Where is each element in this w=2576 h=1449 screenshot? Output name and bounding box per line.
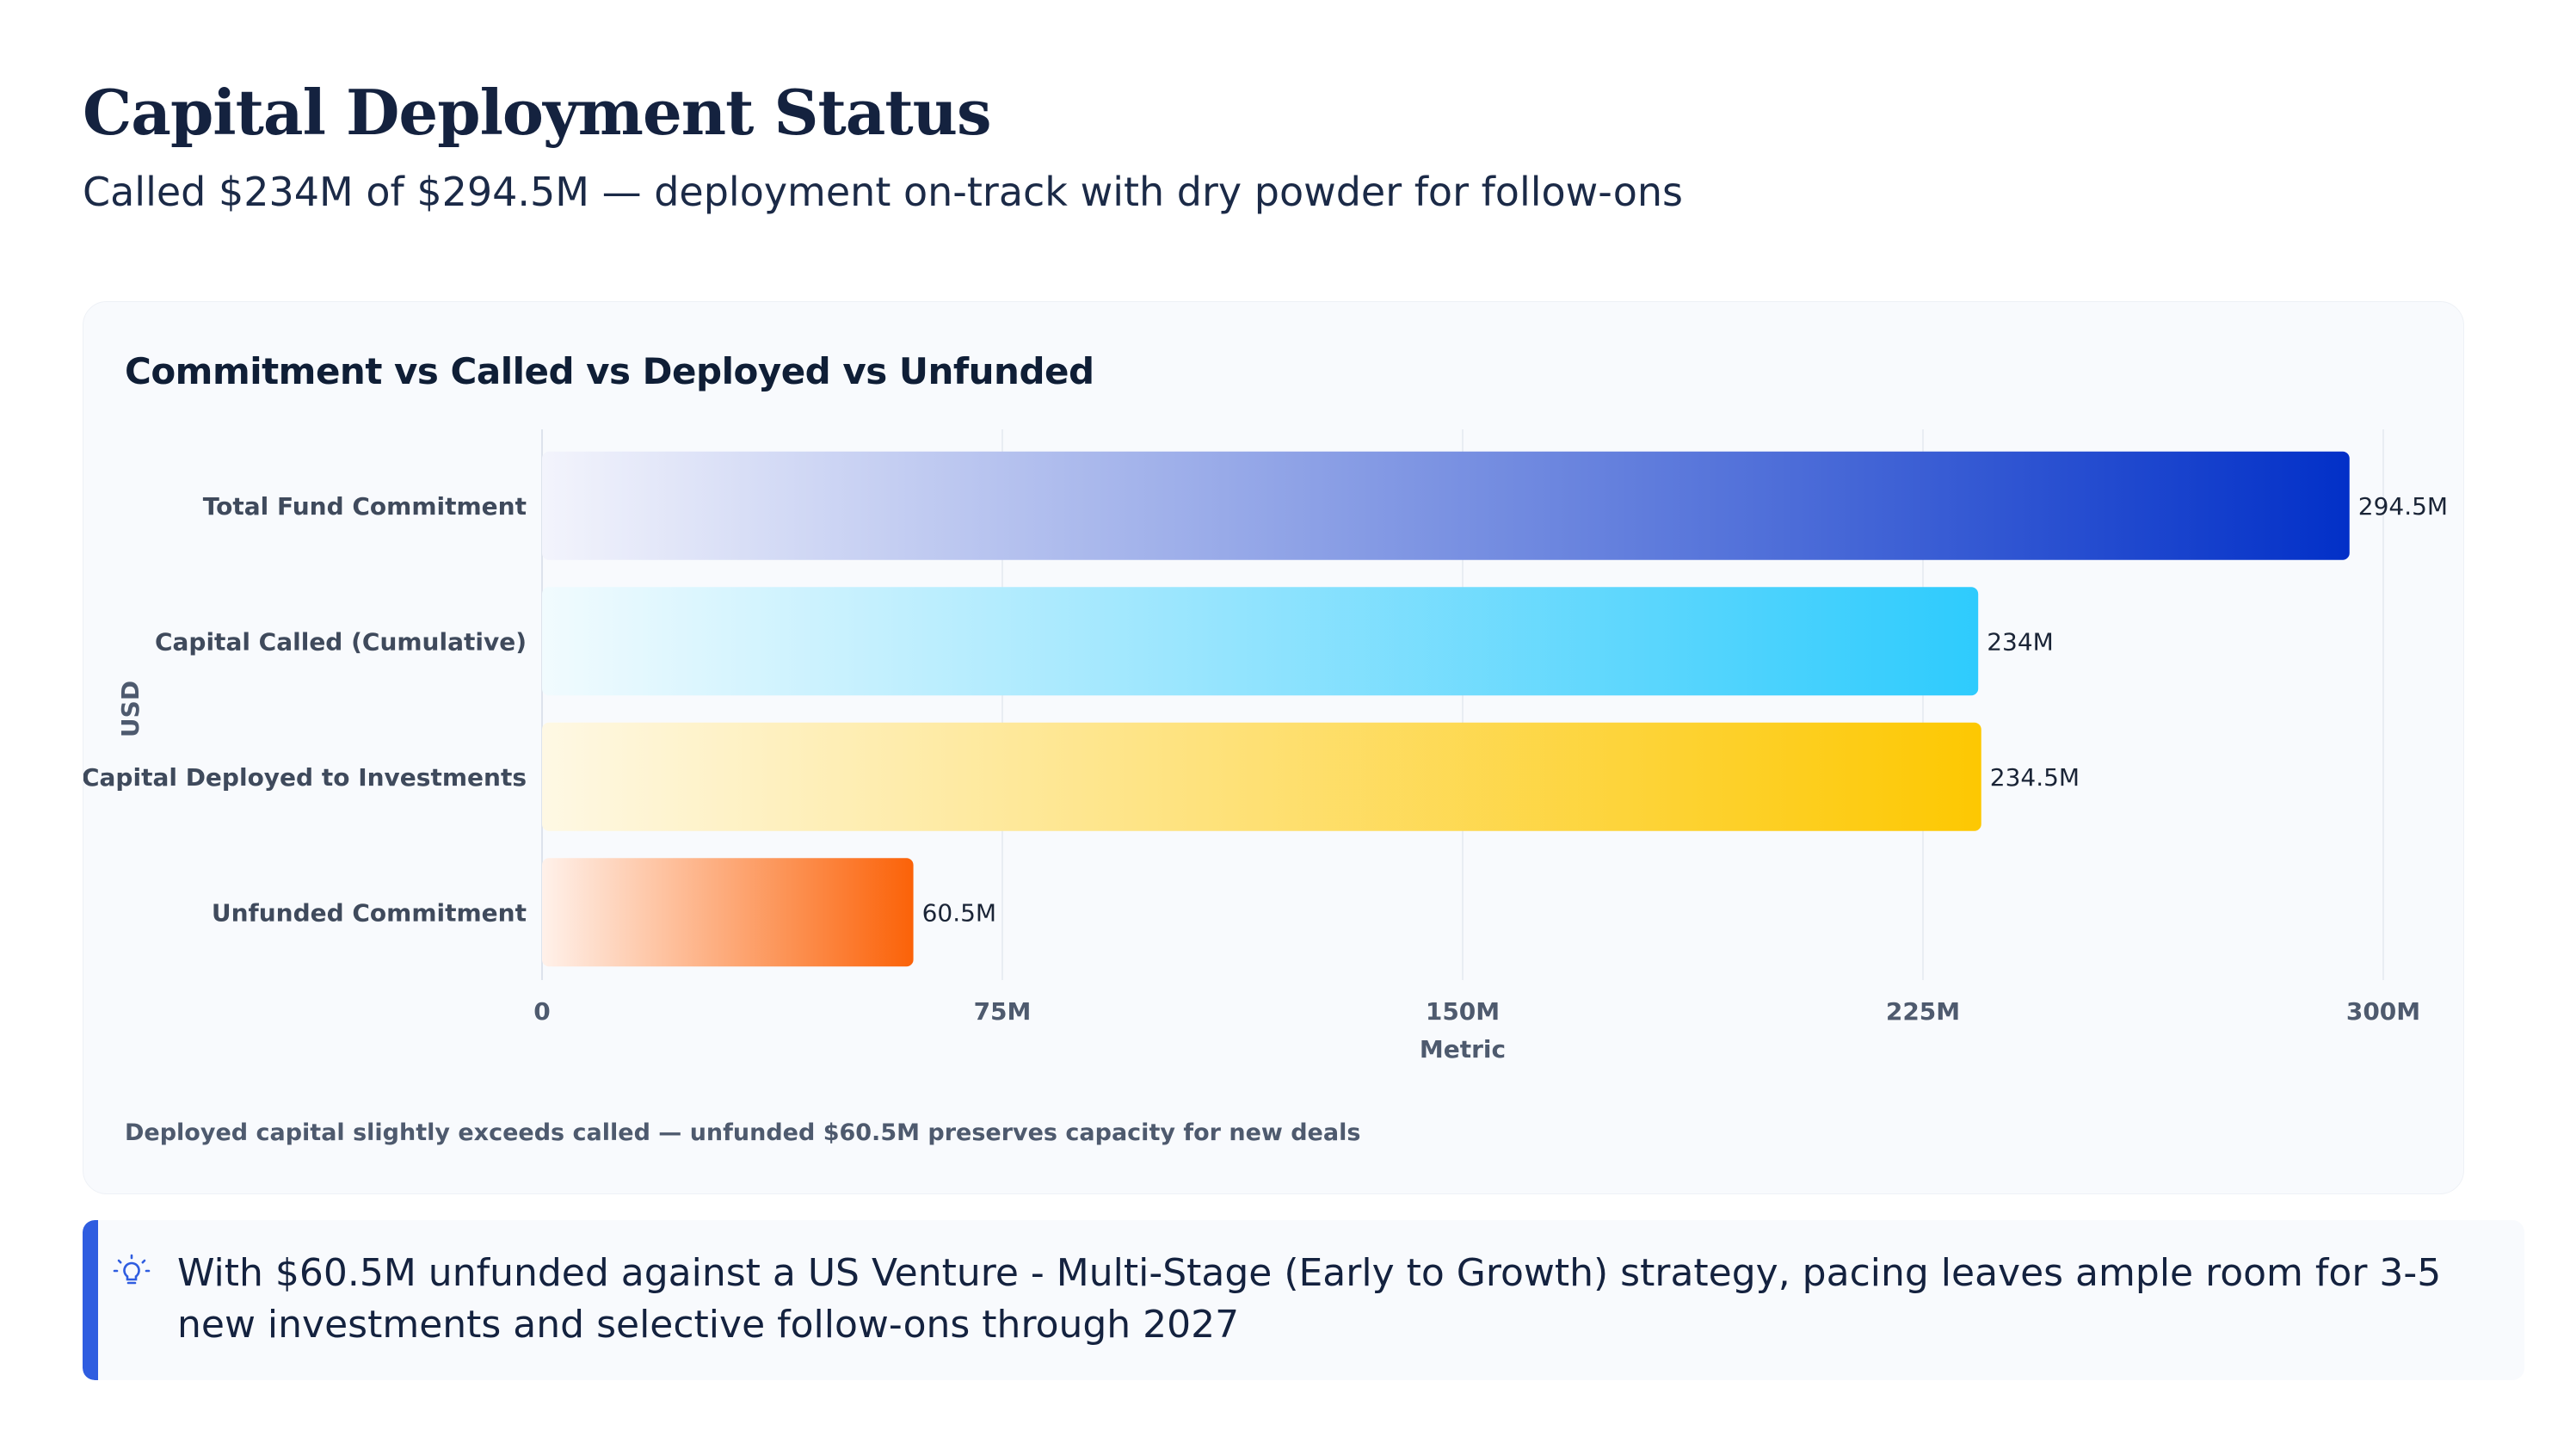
data-label: 60.5M — [922, 898, 997, 927]
bar — [542, 722, 1981, 831]
callout-text: With $60.5M unfunded against a US Ventur… — [177, 1251, 2442, 1347]
x-tick-label: 0 — [533, 997, 550, 1026]
x-axis-label: Metric — [1420, 1035, 1506, 1064]
x-tick-label: 225M — [1886, 997, 1960, 1026]
insight-callout: With $60.5M unfunded against a US Ventur… — [83, 1220, 2524, 1380]
bar — [542, 858, 914, 967]
x-tick-label: 300M — [2346, 997, 2420, 1026]
x-tick-label: 150M — [1426, 997, 1500, 1026]
category-label: Capital Deployed to Investments — [83, 763, 527, 792]
callout-accent-bar — [83, 1220, 98, 1380]
chart-title: Commitment vs Called vs Deployed vs Unfu… — [125, 350, 1094, 392]
chart-card: Commitment vs Called vs Deployed vs Unfu… — [83, 301, 2464, 1194]
category-label: Unfunded Commitment — [212, 898, 527, 927]
bar-chart: Total Fund Commitment 294.5M Capital Calle… — [83, 429, 2448, 1064]
category-label: Total Fund Commitment — [203, 492, 527, 521]
page-title: Capital Deployment Status — [83, 76, 991, 149]
bar — [542, 587, 1979, 696]
data-label: 294.5M — [2358, 492, 2448, 521]
chart-footnote: Deployed capital slightly exceeds called… — [125, 1119, 1361, 1146]
data-label: 234.5M — [1990, 763, 2080, 792]
category-label: Capital Called (Cumulative) — [155, 627, 527, 656]
x-tick-label: 75M — [974, 997, 1032, 1026]
y-axis-label: USD — [116, 681, 145, 737]
data-label: 234M — [1987, 627, 2054, 656]
page-subtitle: Called $234M of $294.5M — deployment on-… — [83, 169, 1683, 215]
bar — [542, 451, 2350, 560]
lightbulb-icon — [113, 1254, 151, 1285]
